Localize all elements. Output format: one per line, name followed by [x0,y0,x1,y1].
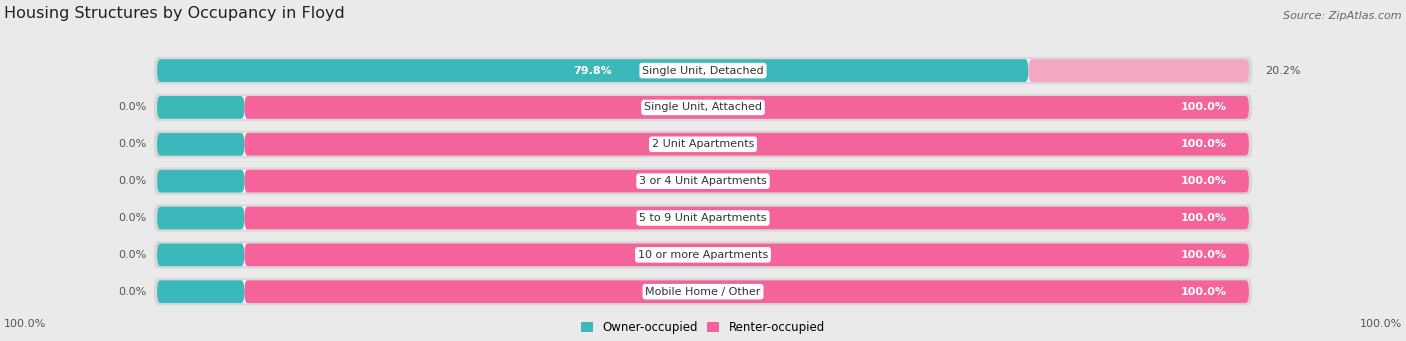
FancyBboxPatch shape [157,59,1028,82]
Text: 100.0%: 100.0% [4,319,46,329]
FancyBboxPatch shape [157,243,1249,266]
FancyBboxPatch shape [245,96,1249,119]
FancyBboxPatch shape [157,96,1249,119]
FancyBboxPatch shape [157,280,245,303]
FancyBboxPatch shape [157,280,1249,303]
Text: 100.0%: 100.0% [1181,287,1227,297]
FancyBboxPatch shape [245,133,1249,156]
FancyBboxPatch shape [245,280,1249,303]
FancyBboxPatch shape [245,243,1249,266]
Text: Source: ZipAtlas.com: Source: ZipAtlas.com [1284,11,1402,21]
FancyBboxPatch shape [153,204,1253,232]
FancyBboxPatch shape [245,207,1249,229]
FancyBboxPatch shape [157,207,1249,229]
FancyBboxPatch shape [157,207,245,229]
Text: 100.0%: 100.0% [1181,139,1227,149]
Text: 5 to 9 Unit Apartments: 5 to 9 Unit Apartments [640,213,766,223]
Legend: Owner-occupied, Renter-occupied: Owner-occupied, Renter-occupied [576,317,830,339]
FancyBboxPatch shape [157,133,1249,156]
FancyBboxPatch shape [153,131,1253,158]
Text: Mobile Home / Other: Mobile Home / Other [645,287,761,297]
Text: 0.0%: 0.0% [118,250,146,260]
Text: Housing Structures by Occupancy in Floyd: Housing Structures by Occupancy in Floyd [4,6,344,21]
Text: 100.0%: 100.0% [1181,250,1227,260]
FancyBboxPatch shape [153,57,1253,84]
Text: 100.0%: 100.0% [1181,213,1227,223]
Text: Single Unit, Detached: Single Unit, Detached [643,65,763,76]
FancyBboxPatch shape [157,170,1249,193]
Text: 3 or 4 Unit Apartments: 3 or 4 Unit Apartments [640,176,766,186]
FancyBboxPatch shape [157,133,245,156]
Text: 0.0%: 0.0% [118,139,146,149]
FancyBboxPatch shape [153,278,1253,305]
FancyBboxPatch shape [153,167,1253,195]
Text: 0.0%: 0.0% [118,102,146,113]
FancyBboxPatch shape [157,59,1249,82]
FancyBboxPatch shape [157,96,245,119]
FancyBboxPatch shape [153,94,1253,121]
FancyBboxPatch shape [153,241,1253,268]
Text: 79.8%: 79.8% [574,65,612,76]
Text: 100.0%: 100.0% [1181,176,1227,186]
Text: 0.0%: 0.0% [118,176,146,186]
Text: 20.2%: 20.2% [1265,65,1301,76]
FancyBboxPatch shape [157,170,245,193]
Text: 100.0%: 100.0% [1360,319,1402,329]
Text: 2 Unit Apartments: 2 Unit Apartments [652,139,754,149]
FancyBboxPatch shape [245,170,1249,193]
Text: 0.0%: 0.0% [118,213,146,223]
Text: 0.0%: 0.0% [118,287,146,297]
Text: 100.0%: 100.0% [1181,102,1227,113]
FancyBboxPatch shape [1028,59,1249,82]
FancyBboxPatch shape [157,243,245,266]
Text: Single Unit, Attached: Single Unit, Attached [644,102,762,113]
Text: 10 or more Apartments: 10 or more Apartments [638,250,768,260]
